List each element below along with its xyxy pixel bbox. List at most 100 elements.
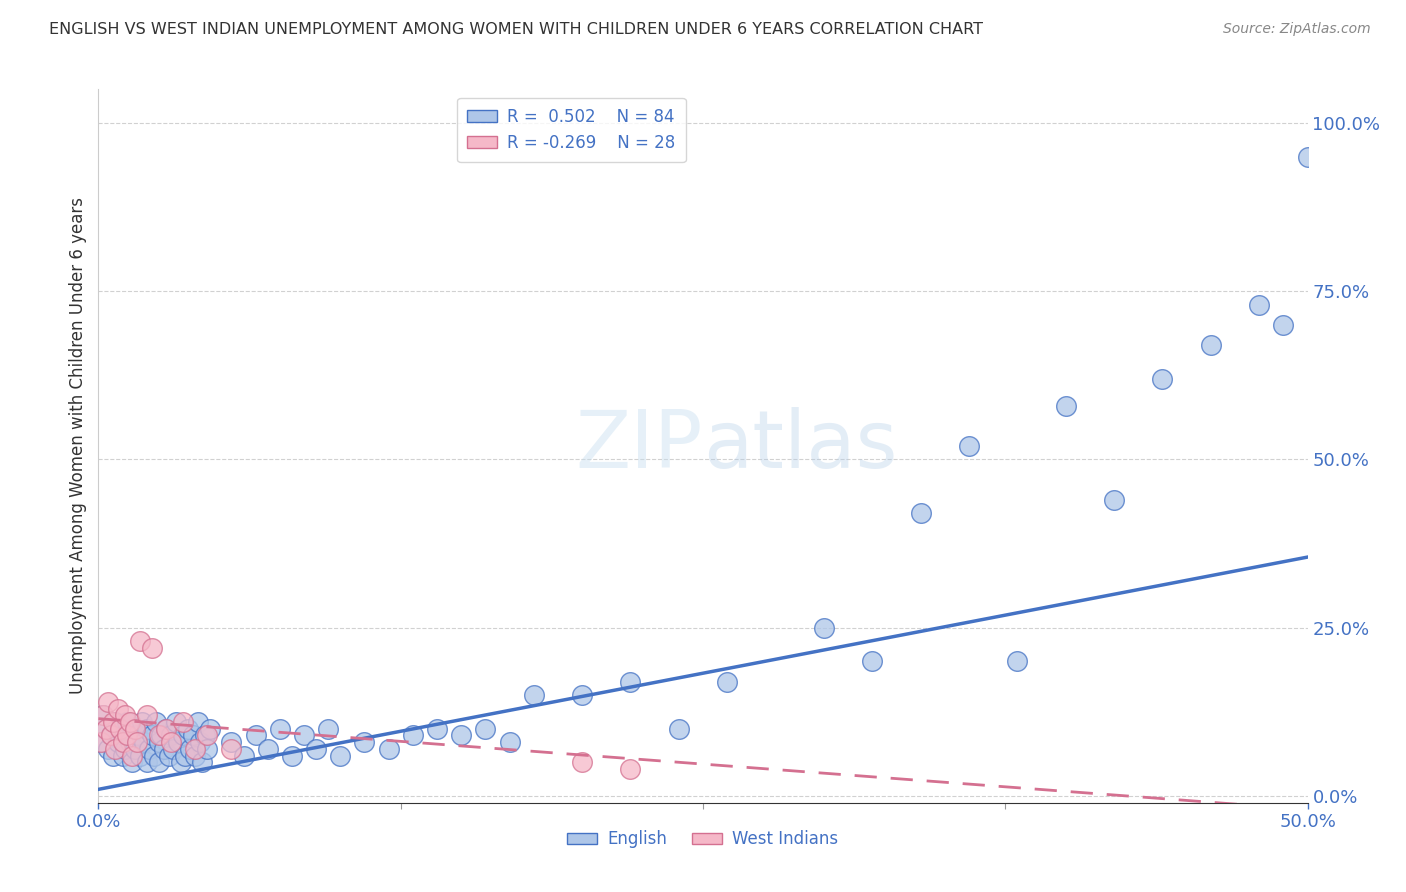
Point bbox=[148, 735, 170, 749]
Point bbox=[1152, 372, 1174, 386]
Point bbox=[118, 735, 141, 749]
Point bbox=[165, 714, 187, 729]
Point bbox=[316, 722, 339, 736]
Point bbox=[118, 714, 141, 729]
Point bbox=[117, 729, 139, 743]
Point bbox=[571, 756, 593, 770]
Point bbox=[1102, 492, 1125, 507]
Point bbox=[619, 762, 641, 776]
Text: Source: ZipAtlas.com: Source: ZipAtlas.com bbox=[1223, 22, 1371, 37]
Point bbox=[221, 742, 243, 756]
Point bbox=[910, 506, 932, 520]
Point bbox=[198, 722, 221, 736]
Point bbox=[1199, 338, 1222, 352]
Point bbox=[101, 748, 124, 763]
Point bbox=[179, 742, 201, 756]
Point bbox=[329, 748, 352, 763]
Point bbox=[100, 729, 122, 743]
Point bbox=[1272, 318, 1295, 332]
Point bbox=[184, 742, 207, 756]
Point bbox=[91, 708, 114, 723]
Point bbox=[160, 729, 183, 743]
Point bbox=[195, 742, 218, 756]
Point bbox=[1007, 655, 1029, 669]
Point bbox=[148, 729, 170, 743]
Point bbox=[1054, 399, 1077, 413]
Point bbox=[101, 714, 124, 729]
Point bbox=[104, 742, 127, 756]
Point bbox=[188, 735, 211, 749]
Legend: English, West Indians: English, West Indians bbox=[561, 824, 845, 855]
Point bbox=[256, 742, 278, 756]
Point bbox=[90, 735, 112, 749]
Point bbox=[111, 729, 134, 743]
Point bbox=[245, 729, 267, 743]
Point bbox=[187, 714, 209, 729]
Point bbox=[114, 708, 136, 723]
Point bbox=[169, 756, 191, 770]
Point bbox=[152, 742, 174, 756]
Point bbox=[194, 729, 217, 743]
Point bbox=[813, 621, 835, 635]
Point bbox=[94, 722, 117, 736]
Point bbox=[121, 756, 143, 770]
Point bbox=[619, 674, 641, 689]
Point bbox=[305, 742, 328, 756]
Point bbox=[281, 748, 304, 763]
Point bbox=[426, 722, 449, 736]
Point bbox=[474, 722, 496, 736]
Point bbox=[402, 729, 425, 743]
Point bbox=[1249, 298, 1271, 312]
Point bbox=[157, 748, 180, 763]
Point bbox=[97, 742, 120, 756]
Point bbox=[160, 735, 183, 749]
Point bbox=[91, 708, 114, 723]
Point bbox=[172, 729, 194, 743]
Point bbox=[141, 640, 163, 655]
Point bbox=[107, 735, 129, 749]
Point bbox=[232, 748, 254, 763]
Point bbox=[172, 714, 194, 729]
Point bbox=[114, 742, 136, 756]
Point bbox=[108, 722, 131, 736]
Y-axis label: Unemployment Among Women with Children Under 6 years: Unemployment Among Women with Children U… bbox=[69, 197, 87, 695]
Point bbox=[135, 708, 157, 723]
Point bbox=[135, 756, 157, 770]
Point bbox=[177, 722, 200, 736]
Point bbox=[94, 722, 117, 736]
Point bbox=[292, 729, 315, 743]
Point bbox=[143, 748, 166, 763]
Point bbox=[124, 722, 146, 736]
Point bbox=[191, 756, 214, 770]
Point bbox=[571, 688, 593, 702]
Point bbox=[167, 735, 190, 749]
Point bbox=[135, 722, 157, 736]
Point bbox=[155, 722, 177, 736]
Point bbox=[145, 714, 167, 729]
Point bbox=[450, 729, 472, 743]
Point bbox=[128, 748, 150, 763]
Point bbox=[957, 439, 980, 453]
Point bbox=[124, 742, 146, 756]
Point bbox=[127, 729, 149, 743]
Point bbox=[353, 735, 375, 749]
Point bbox=[668, 722, 690, 736]
Point bbox=[138, 742, 160, 756]
Text: ZIP: ZIP bbox=[575, 407, 703, 485]
Point bbox=[523, 688, 546, 702]
Text: atlas: atlas bbox=[703, 407, 897, 485]
Point bbox=[269, 722, 291, 736]
Point bbox=[162, 742, 184, 756]
Point bbox=[111, 748, 134, 763]
Point bbox=[131, 714, 153, 729]
Point bbox=[107, 701, 129, 715]
Point bbox=[108, 722, 131, 736]
Point bbox=[184, 748, 207, 763]
Point bbox=[195, 729, 218, 743]
Text: ENGLISH VS WEST INDIAN UNEMPLOYMENT AMONG WOMEN WITH CHILDREN UNDER 6 YEARS CORR: ENGLISH VS WEST INDIAN UNEMPLOYMENT AMON… bbox=[49, 22, 983, 37]
Point bbox=[90, 735, 112, 749]
Point bbox=[141, 729, 163, 743]
Point bbox=[1296, 149, 1319, 163]
Point bbox=[860, 655, 883, 669]
Point bbox=[104, 714, 127, 729]
